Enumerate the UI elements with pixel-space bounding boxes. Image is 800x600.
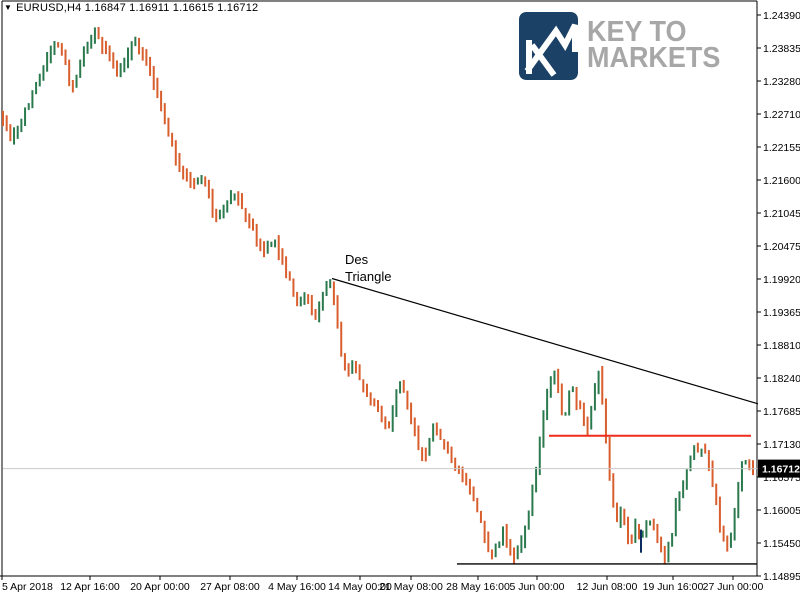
current-price-tag-value: 1.16712 [762,464,800,476]
price-axis-label: 1.21045 [763,208,800,220]
price-axis-label: 1.17685 [763,406,800,418]
price-axis-label: 1.21600 [763,175,800,187]
pattern-annotation-line2: Triangle [345,269,392,284]
price-axis-label: 1.16005 [763,505,800,517]
time-axis-label: 4 May 16:00 [268,581,326,593]
price-axis-label: 1.24390 [763,10,800,22]
time-axis-label: 20 Apr 00:00 [130,581,190,593]
price-axis-label: 1.19920 [763,274,800,286]
price-axis-label: 1.18240 [763,373,800,385]
time-axis-label: 14 May 00:00 [328,581,392,593]
time-axis-label: 12 Apr 16:00 [60,581,120,593]
time-axis-label: 27 Apr 08:00 [200,581,260,593]
time-axis-label: 21 May 08:00 [379,581,443,593]
price-axis-label: 1.20475 [763,241,800,253]
chart-title-bar: ▼ EURUSD,H4 1.16847 1.16911 1.16615 1.167… [4,2,258,14]
descending-trendline[interactable] [331,277,759,405]
price-axis-label: 1.22710 [763,109,800,121]
broker-logo-text: KEY TO MARKETS [587,16,721,74]
price-axis-label: 1.17130 [763,439,800,451]
price-axis-label: 1.18810 [763,340,800,352]
logo-line2: MARKETS [587,42,721,74]
symbol-ohlc-text: EURUSD,H4 1.16847 1.16911 1.16615 1.1671… [16,2,259,14]
time-axis-label: 12 Jun 08:00 [577,581,638,593]
key-to-markets-logo-icon [519,12,578,80]
time-axis-label: 5 Apr 2018 [2,581,53,593]
pattern-annotation-line1: Des [345,252,369,267]
current-price-tag [758,459,800,478]
price-axis-label: 1.15450 [763,538,800,550]
price-axis-label: 1.23280 [763,76,800,88]
price-axis-label: 1.22155 [763,142,800,154]
price-axis-label: 1.23835 [763,43,800,55]
time-axis-label: 28 May 16:00 [446,581,510,593]
time-axis-label: 27 Jun 00:00 [703,581,764,593]
price-axis-label: 1.19365 [763,307,800,319]
broker-logo: KEY TO MARKETS [519,12,730,80]
time-axis-label: 5 Jun 00:00 [510,581,565,593]
time-axis-label: 19 Jun 16:00 [643,581,704,593]
shift-marker-icon: ▼ [4,3,13,12]
price-axis-label: 1.14895 [763,571,800,583]
logo-line1: KEY TO [587,16,687,48]
pattern-annotation-text[interactable]: Des Triangle [345,251,391,285]
